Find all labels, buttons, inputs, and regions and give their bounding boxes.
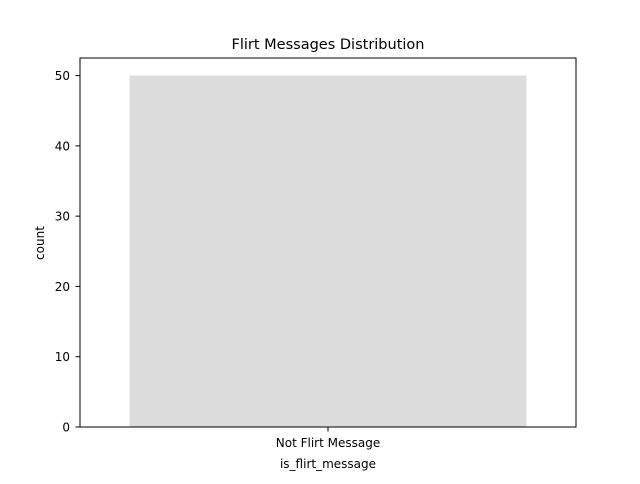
y-axis-label: count <box>33 226 47 260</box>
y-tick-label: 30 <box>55 210 70 224</box>
bar <box>129 75 527 428</box>
y-tick-label: 0 <box>62 421 70 435</box>
y-tick-label: 40 <box>55 139 70 153</box>
x-axis-label: is_flirt_message <box>280 457 376 471</box>
plot-frame <box>79 57 577 428</box>
y-tick-label: 50 <box>55 69 70 83</box>
x-tick-label: Not Flirt Message <box>276 436 380 450</box>
y-tick-label: 10 <box>55 350 70 364</box>
bars-layer <box>129 75 527 428</box>
axes-layer: Not Flirt Message 0 10 20 30 40 50 <box>55 57 577 450</box>
chart-title: Flirt Messages Distribution <box>232 37 425 53</box>
y-tick-label: 20 <box>55 280 70 294</box>
